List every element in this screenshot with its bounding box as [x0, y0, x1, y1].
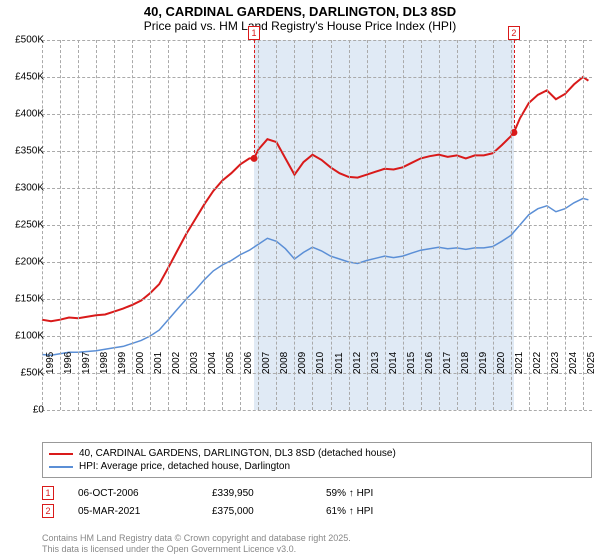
x-tick-label: 2014 — [388, 352, 399, 374]
x-tick-label: 2012 — [352, 352, 363, 374]
y-tick-label: £0 — [33, 405, 44, 416]
legend: 40, CARDINAL GARDENS, DARLINGTON, DL3 8S… — [42, 442, 592, 478]
x-tick-label: 2013 — [370, 352, 381, 374]
footer-text: Contains HM Land Registry data © Crown c… — [42, 533, 351, 556]
x-tick-label: 2016 — [424, 352, 435, 374]
sale-marker-1: 1 — [248, 26, 260, 40]
x-tick-label: 1997 — [81, 352, 92, 374]
x-tick-label: 2002 — [171, 352, 182, 374]
x-tick-label: 2019 — [478, 352, 489, 374]
x-tick-label: 2009 — [297, 352, 308, 374]
x-tick-label: 2000 — [135, 352, 146, 374]
y-tick-label: £300K — [15, 183, 44, 194]
legend-item: 40, CARDINAL GARDENS, DARLINGTON, DL3 8S… — [49, 447, 585, 460]
x-tick-label: 2006 — [243, 352, 254, 374]
x-tick-label: 2008 — [279, 352, 290, 374]
x-tick-label: 2025 — [586, 352, 597, 374]
sale-marker-2: 2 — [508, 26, 520, 40]
y-tick-label: £450K — [15, 72, 44, 83]
x-tick-label: 2020 — [496, 352, 507, 374]
x-tick-label: 1998 — [99, 352, 110, 374]
y-tick-label: £400K — [15, 109, 44, 120]
x-tick-label: 2005 — [225, 352, 236, 374]
footer-line-1: Contains HM Land Registry data © Crown c… — [42, 533, 351, 545]
y-tick-label: £150K — [15, 294, 44, 305]
y-tick-label: £500K — [15, 35, 44, 46]
y-tick-label: £200K — [15, 257, 44, 268]
x-tick-label: 2011 — [334, 352, 345, 374]
legend-item: HPI: Average price, detached house, Darl… — [49, 460, 585, 473]
y-tick-label: £50K — [21, 368, 44, 379]
sale-table: 106-OCT-2006£339,95059% ↑ HPI205-MAR-202… — [42, 484, 373, 520]
x-tick-label: 2001 — [153, 352, 164, 374]
x-tick-label: 2007 — [261, 352, 272, 374]
chart-title: 40, CARDINAL GARDENS, DARLINGTON, DL3 8S… — [0, 0, 600, 19]
x-tick-label: 2004 — [207, 352, 218, 374]
footer-line-2: This data is licensed under the Open Gov… — [42, 544, 351, 556]
x-tick-label: 1995 — [45, 352, 56, 374]
x-tick-label: 2003 — [189, 352, 200, 374]
y-tick-label: £350K — [15, 146, 44, 157]
sale-row: 106-OCT-2006£339,95059% ↑ HPI — [42, 484, 373, 502]
x-tick-label: 2017 — [442, 352, 453, 374]
x-tick-label: 2018 — [460, 352, 471, 374]
x-tick-label: 1999 — [117, 352, 128, 374]
x-tick-label: 2015 — [406, 352, 417, 374]
x-tick-label: 2022 — [532, 352, 543, 374]
x-tick-label: 2021 — [514, 352, 525, 374]
x-tick-label: 2023 — [550, 352, 561, 374]
sale-row: 205-MAR-2021£375,00061% ↑ HPI — [42, 502, 373, 520]
x-tick-label: 1996 — [63, 352, 74, 374]
y-tick-label: £100K — [15, 331, 44, 342]
y-tick-label: £250K — [15, 220, 44, 231]
x-tick-label: 2010 — [315, 352, 326, 374]
x-tick-label: 2024 — [568, 352, 579, 374]
